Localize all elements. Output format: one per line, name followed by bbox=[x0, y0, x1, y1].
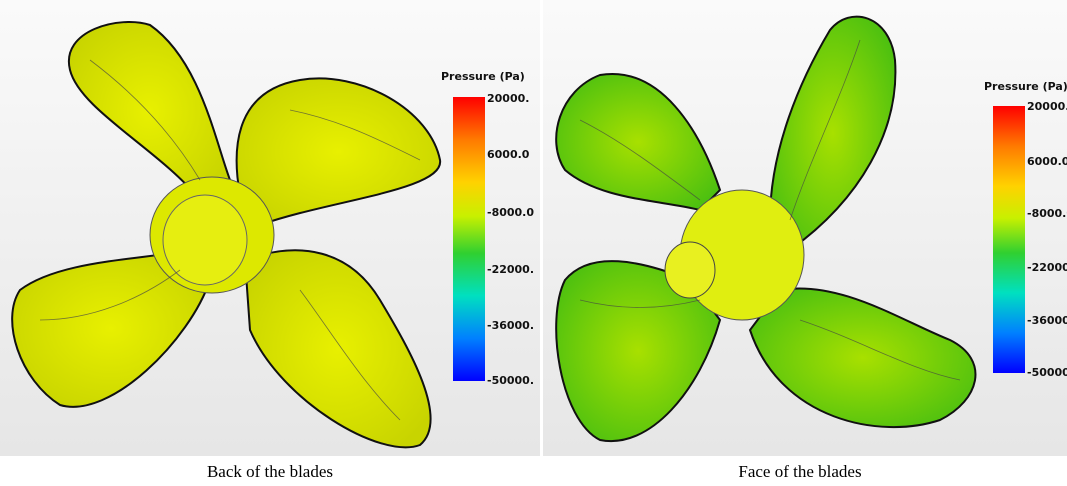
caption: Face of the blades bbox=[738, 462, 861, 481]
legend-label: 20000. bbox=[1027, 100, 1067, 113]
page: Pressure (Pa) 20000. 6000.0 -8000.0 -220… bbox=[0, 0, 1067, 486]
legend-label: -8000.0 bbox=[487, 206, 534, 219]
figure: Pressure (Pa) 20000. 6000.0 -8000.0 -220… bbox=[0, 0, 1067, 486]
colorbar bbox=[453, 97, 485, 381]
legend-label: -50000. bbox=[487, 374, 534, 387]
legend-label: 6000.0 bbox=[1027, 155, 1067, 168]
legend-label: 6000.0 bbox=[487, 148, 530, 161]
legend-title: Pressure (Pa) bbox=[984, 80, 1067, 93]
legend-label: -8000.0 bbox=[1027, 207, 1067, 220]
colorbar bbox=[993, 106, 1025, 373]
legend-label: -36000 bbox=[1027, 314, 1067, 327]
legend-label: -22000. bbox=[487, 263, 534, 276]
legend-label: -50000. bbox=[1027, 366, 1067, 379]
legend-label: -22000 bbox=[1027, 261, 1067, 274]
legend-title: Pressure (Pa) bbox=[441, 70, 525, 83]
legend-label: 20000. bbox=[487, 92, 529, 105]
caption: Back of the blades bbox=[207, 462, 333, 481]
legend-label: -36000. bbox=[487, 319, 534, 332]
